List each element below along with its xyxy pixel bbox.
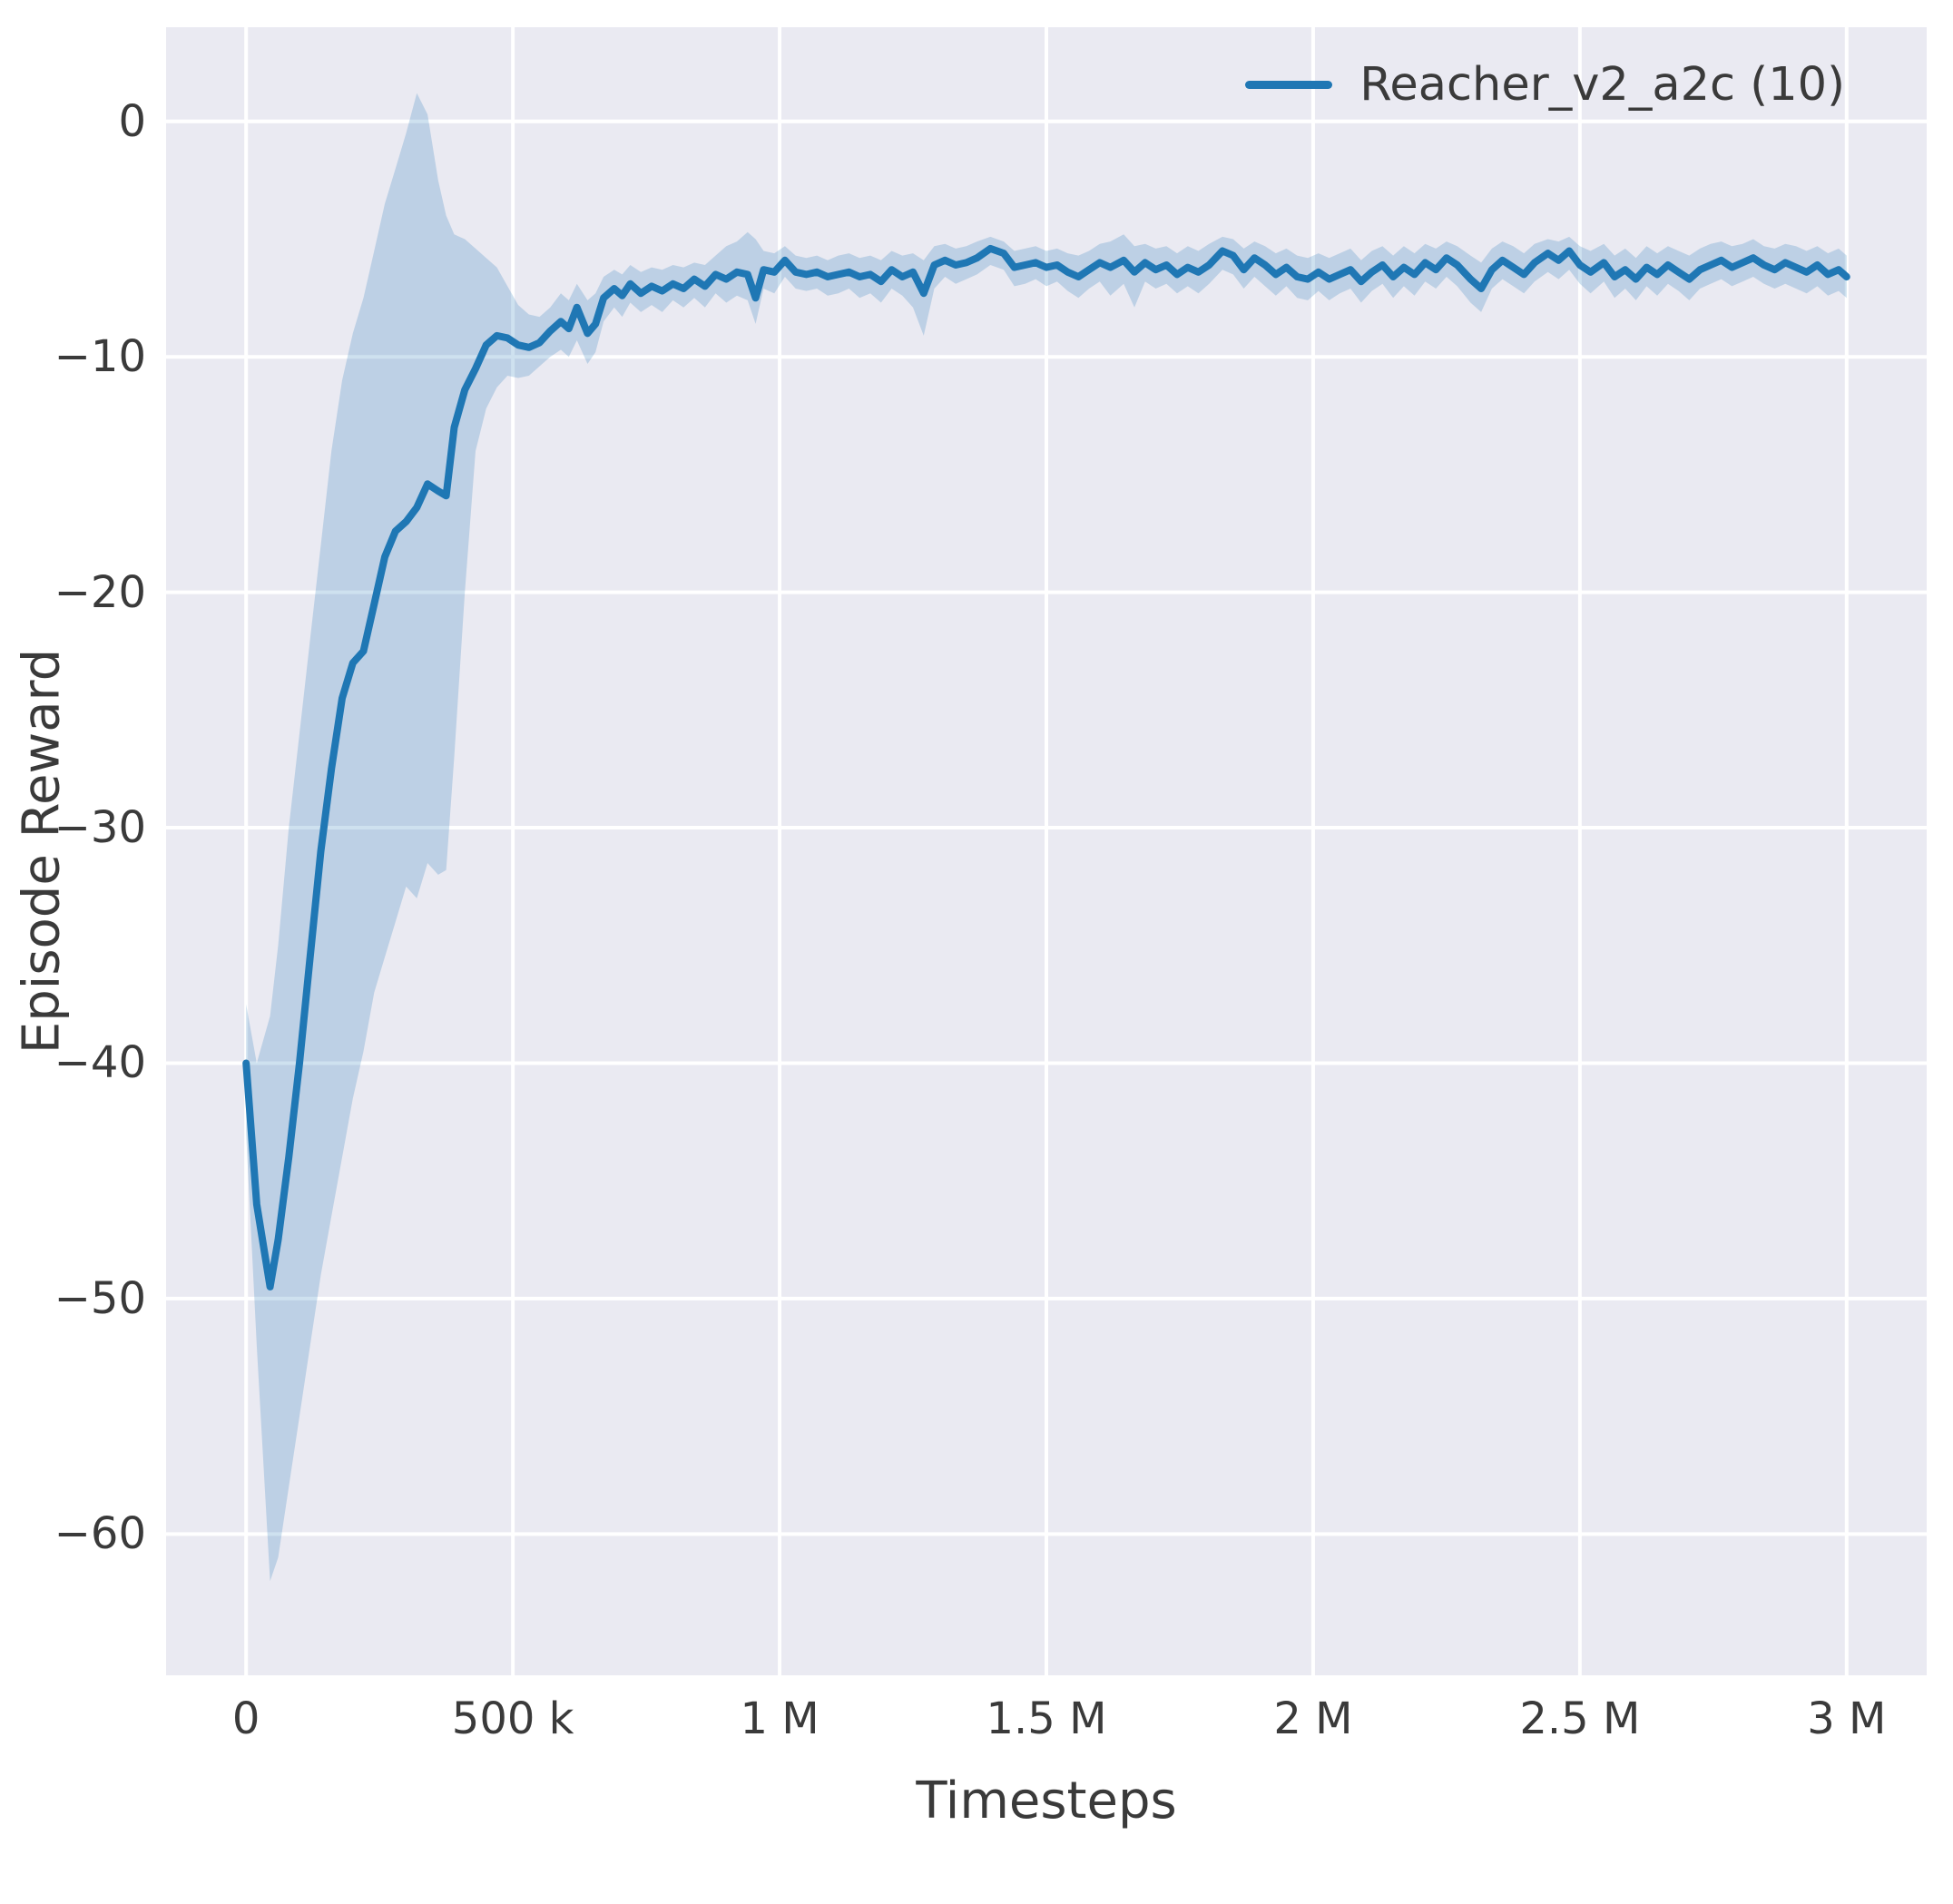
x-tick-label: 3 M (1807, 1693, 1887, 1744)
chart-svg (166, 27, 1927, 1675)
y-tick-label: −30 (54, 802, 146, 854)
y-tick-label: −50 (54, 1272, 146, 1324)
y-tick-label: −40 (54, 1037, 146, 1089)
y-tick-label: 0 (118, 95, 146, 147)
x-tick-label: 0 (231, 1693, 260, 1744)
x-tick-label: 2.5 M (1519, 1693, 1641, 1744)
confidence-band (246, 93, 1847, 1582)
y-axis-label: Episode Reward (12, 648, 72, 1055)
x-tick-label: 500 k (451, 1693, 574, 1744)
plot-area: Reacher_v2_a2c (10) (166, 27, 1927, 1675)
x-tick-label: 1.5 M (986, 1693, 1107, 1744)
legend-label: Reacher_v2_a2c (10) (1359, 58, 1845, 112)
y-tick-label: −60 (54, 1508, 146, 1560)
y-tick-label: −20 (54, 566, 146, 618)
legend: Reacher_v2_a2c (10) (1245, 58, 1845, 112)
x-tick-label: 2 M (1273, 1693, 1353, 1744)
x-tick-label: 1 M (740, 1693, 819, 1744)
x-axis-label: Timesteps (916, 1772, 1177, 1830)
gridlines (166, 27, 1927, 1675)
series-line (242, 244, 1850, 1291)
legend-line-swatch (1245, 81, 1333, 89)
y-tick-label: −10 (54, 331, 146, 383)
